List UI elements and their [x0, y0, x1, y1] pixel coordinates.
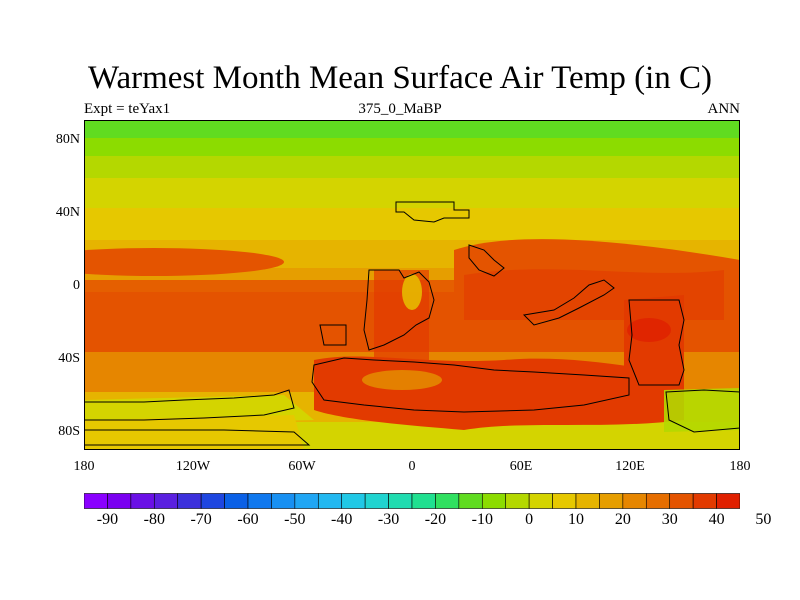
- colorbar-tick-label: -30: [377, 511, 400, 528]
- colorbar-box: [153, 493, 179, 509]
- chart-title: Warmest Month Mean Surface Air Temp (in …: [87, 60, 713, 96]
- colorbar-tick-label: -90: [96, 511, 119, 528]
- colorbar-tick-label: 20: [614, 511, 631, 528]
- colorbar-box: [84, 493, 108, 509]
- colorbar-tick-label: 0: [525, 511, 534, 528]
- colorbar-tick-label: -20: [424, 511, 447, 528]
- colorbar-box: [388, 493, 413, 509]
- colorbar-box: [528, 493, 553, 509]
- colorbar-tick-label: 40: [708, 511, 725, 528]
- colorbar-box: [622, 493, 647, 509]
- colorbar-box: [411, 493, 436, 509]
- colorbar-box: [177, 493, 202, 509]
- colorbar-box: [505, 493, 530, 509]
- colorbar-box: [200, 493, 225, 509]
- colorbar-box: [481, 493, 507, 509]
- colorbar-box: [645, 493, 671, 509]
- colorbar-box: [317, 493, 343, 509]
- colorbar-tick-label: 30: [661, 511, 678, 528]
- colorbar-box: [107, 493, 132, 509]
- colorbar-box: [224, 493, 249, 509]
- temperature-bands: [84, 120, 740, 450]
- lat-label-40n: 40N: [55, 205, 80, 220]
- lon-label-180w: 180: [73, 459, 95, 474]
- colorbar-box: [271, 493, 296, 509]
- lat-label-40s: 40S: [58, 351, 80, 366]
- colorbar-box: [294, 493, 319, 509]
- colorbar-box: [435, 493, 460, 509]
- colorbar-tick-label: -70: [190, 511, 212, 528]
- lon-label-120e: 120E: [615, 459, 645, 474]
- time-label: 375_0_MaBP: [358, 101, 442, 117]
- colorbar-tick-label: -10: [471, 511, 493, 528]
- colorbar-box: [247, 493, 272, 509]
- lon-label-120w: 120W: [175, 459, 211, 474]
- colorbar-box: [130, 493, 155, 509]
- coastlines: [84, 201, 740, 446]
- experiment-label: Expt = teYax1: [84, 101, 171, 117]
- colorbar-box: [599, 493, 624, 509]
- colorbar-tick-label: -50: [284, 511, 306, 528]
- colorbar-box: [669, 493, 694, 509]
- colorbar-box: [716, 493, 740, 509]
- colorbar-box: [692, 493, 717, 509]
- colorbar-tick-label: -40: [331, 511, 353, 528]
- colorbar: [84, 493, 740, 509]
- lon-label-60w: 60W: [288, 459, 316, 474]
- lon-label-60e: 60E: [509, 459, 533, 474]
- colorbar-tick-label: -80: [143, 511, 165, 528]
- season-label: ANN: [707, 101, 741, 117]
- lon-label-0: 0: [408, 459, 416, 474]
- colorbar-box: [341, 493, 366, 509]
- temperature-map: [84, 120, 740, 450]
- lat-label-80s: 80S: [58, 424, 80, 439]
- colorbar-tick-label: 10: [568, 511, 584, 528]
- colorbar-box: [575, 493, 600, 509]
- colorbar-box: [364, 493, 389, 509]
- colorbar-tick-label: 50: [755, 511, 772, 528]
- lon-label-180e: 180: [729, 459, 751, 474]
- colorbar-box: [552, 493, 577, 509]
- lat-label-80n: 80N: [55, 132, 80, 147]
- colorbar-tick-label: -60: [237, 511, 259, 528]
- lat-label-0: 0: [73, 278, 80, 293]
- colorbar-box: [458, 493, 483, 509]
